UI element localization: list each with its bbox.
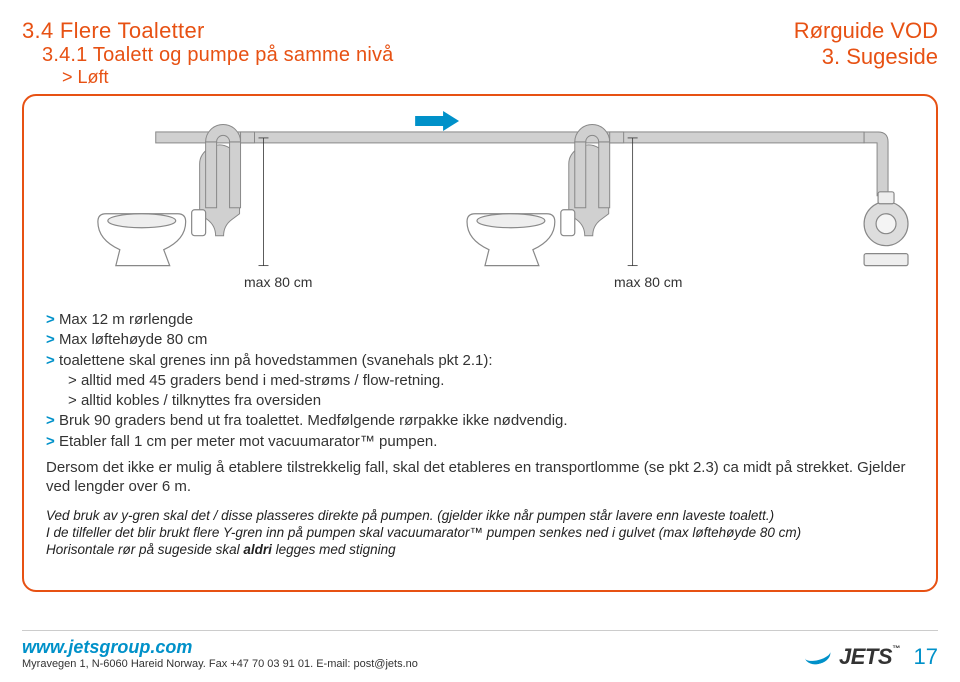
bullet-item: Max løftehøyde 80 cm bbox=[46, 330, 914, 350]
diagram-svg bbox=[46, 106, 914, 296]
breadcrumb-item: Løft bbox=[62, 67, 394, 88]
note-line-2: I de tilfeller det blir brukt flere Y-gr… bbox=[46, 524, 914, 541]
note-block: Ved bruk av y-gren skal det / disse plas… bbox=[46, 507, 914, 559]
header-left: 3.4 Flere Toaletter 3.4.1 Toalett og pum… bbox=[22, 18, 394, 88]
guide-line-2: 3. Sugeside bbox=[794, 44, 938, 70]
footer-right: JETS™ 17 bbox=[805, 644, 938, 670]
footer-left: www.jetsgroup.com Myravegen 1, N-6060 Ha… bbox=[22, 637, 418, 670]
note-line-3: Horisontale rør på sugeside skal aldri l… bbox=[46, 541, 914, 558]
paragraph-text: Dersom det ikke er mulig å etablere tils… bbox=[46, 458, 914, 497]
dim-label-right: max 80 cm bbox=[614, 274, 682, 290]
bullet-list: Max 12 m rørlengde Max løftehøyde 80 cm … bbox=[46, 310, 914, 452]
bullet-item: Bruk 90 graders bend ut fra toalettet. M… bbox=[46, 411, 914, 431]
dim-label-left: max 80 cm bbox=[244, 274, 312, 290]
bullet-item: Etabler fall 1 cm per meter mot vacuumar… bbox=[46, 432, 914, 452]
section-title: 3.4 Flere Toaletter bbox=[22, 18, 394, 44]
note-line-1: Ved bruk av y-gren skal det / disse plas… bbox=[46, 507, 914, 524]
footer-address: Myravegen 1, N-6060 Hareid Norway. Fax +… bbox=[22, 658, 418, 670]
footer-url: www.jetsgroup.com bbox=[22, 637, 418, 658]
subsection-title: 3.4.1 Toalett og pumpe på samme nivå bbox=[42, 44, 394, 67]
guide-label: Rørguide VOD 3. Sugeside bbox=[794, 18, 938, 71]
page-footer: www.jetsgroup.com Myravegen 1, N-6060 Ha… bbox=[22, 630, 938, 670]
bullet-item: Max 12 m rørlengde bbox=[46, 310, 914, 330]
sub-bullet-item: alltid kobles / tilknyttes fra oversiden bbox=[68, 391, 914, 411]
plumbing-diagram: max 80 cm max 80 cm bbox=[46, 106, 914, 296]
guide-line-1: Rørguide VOD bbox=[794, 18, 938, 44]
sub-bullet-item: alltid med 45 graders bend i med-strøms … bbox=[68, 371, 914, 391]
logo-text: JETS™ bbox=[839, 644, 900, 670]
logo-swoosh-icon bbox=[805, 646, 835, 668]
page-number: 17 bbox=[914, 644, 938, 670]
jets-logo: JETS™ bbox=[805, 644, 900, 670]
content-panel: max 80 cm max 80 cm Max 12 m rørlengde M… bbox=[22, 94, 938, 592]
flow-arrow-icon bbox=[415, 111, 459, 131]
page-header: 3.4 Flere Toaletter 3.4.1 Toalett og pum… bbox=[22, 18, 938, 88]
bullet-item: toalettene skal grenes inn på hovedstamm… bbox=[46, 351, 914, 412]
